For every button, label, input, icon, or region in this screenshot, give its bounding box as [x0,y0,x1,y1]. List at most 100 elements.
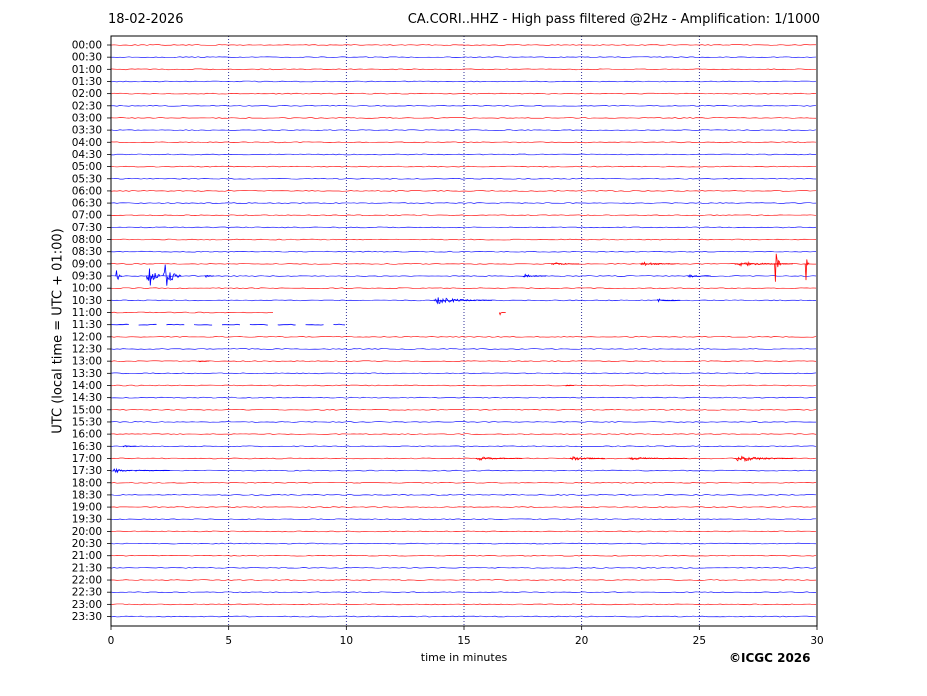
y-tick-label-0100: 01:00 [72,64,102,76]
trace-1600 [110,433,817,435]
y-tick-label-2100: 21:00 [72,550,102,562]
y-tick-label-2000: 20:00 [72,526,102,538]
x-tick-label-15: 15 [457,635,470,647]
trace-2100 [110,554,817,557]
y-tick-label-0500: 05:00 [72,161,102,173]
trace-1930 [110,518,817,521]
x-tick-label-5: 5 [225,635,232,647]
trace-0830 [110,250,817,253]
y-tick-label-1930: 19:30 [72,514,102,526]
y-tick-label-2130: 21:30 [72,562,102,574]
seismic-event-1700-20 [734,455,794,463]
trace-0500 [110,165,816,168]
y-tick-label-0900: 09:00 [72,258,102,270]
y-tick-label-0830: 08:30 [72,246,102,258]
x-tick-label-20: 20 [575,635,588,647]
y-tick-label-2330: 23:30 [72,611,102,623]
trace-1130 [110,323,346,326]
trace-0230 [110,104,817,107]
trace-1100 [110,311,274,314]
y-tick-label-0130: 01:30 [72,76,102,88]
y-tick-label-0930: 09:30 [72,271,102,283]
seismic-event-0930-5 [115,270,123,281]
seismic-event-1630-16 [122,445,137,448]
y-tick-label-0230: 02:30 [72,100,102,112]
trace-1800 [110,481,817,484]
trace-2300 [110,603,817,606]
y-tick-label-0630: 06:30 [72,198,102,210]
seismic-event-0930-8 [204,274,214,278]
y-axis-label: UTC (local time = UTC + 01:00) [50,228,66,434]
y-tick-label-1400: 14:00 [72,380,102,392]
trace-0530 [110,177,817,180]
trace-0000 [110,44,817,46]
seismic-event-0900-3 [774,253,782,282]
seismic-event-1730-22 [134,469,170,472]
x-tick-label-30: 30 [810,635,823,647]
y-tick-label-1100: 11:00 [72,307,102,319]
trace-0300 [110,117,817,119]
y-tick-label-0530: 05:30 [72,173,102,185]
seismic-event-1700-18 [569,455,606,461]
seismic-event-1030-11 [433,297,492,305]
chart-title: CA.CORI..HHZ - High pass filtered @2Hz -… [407,12,820,27]
chart-date: 18-02-2026 [108,12,184,27]
y-tick-label-0000: 00:00 [72,40,102,52]
trace-0800 [110,238,817,241]
trace-0330 [110,129,817,131]
trace-0100 [110,68,817,71]
y-tick-label-0700: 07:00 [72,210,102,222]
y-tick-label-1230: 12:30 [72,344,102,356]
y-tick-label-1500: 15:00 [72,404,102,416]
y-tick-label-0030: 00:30 [72,52,102,64]
trace-2130 [110,567,817,569]
y-tick-label-0800: 08:00 [72,234,102,246]
trace-1030 [110,299,817,302]
x-axis-label: time in minutes [420,651,508,664]
trace-2000 [110,530,817,533]
y-tick-label-2030: 20:30 [72,538,102,550]
trace-1000 [110,287,817,290]
trace-1430 [110,396,817,399]
trace-1300 [110,360,817,363]
y-tick-label-0730: 07:30 [72,222,102,234]
y-tick-label-0400: 04:00 [72,137,102,149]
y-tick-label-1330: 13:30 [72,368,102,380]
y-tick-label-0330: 03:30 [72,125,102,137]
seismic-event-1400-15 [565,384,575,387]
trace-1500 [110,408,817,411]
trace-0900 [110,263,817,265]
y-tick-label-2300: 23:00 [72,599,102,611]
trace-0430 [110,153,817,156]
seismic-event-0930-6 [145,268,161,286]
trace-0400 [110,141,817,144]
seismic-event-1300-14 [198,360,210,363]
seismic-event-0930-7 [162,264,182,286]
trace-2230 [110,591,817,594]
trace-1700 [110,457,817,460]
y-tick-label-1900: 19:00 [72,502,102,514]
trace-1330 [110,372,817,375]
trace-2030 [110,542,817,545]
y-tick-label-1830: 18:30 [72,489,102,501]
copyright-text: ©ICGC 2026 [729,651,811,665]
y-tick-label-1800: 18:00 [72,477,102,489]
trace-0130 [110,80,817,83]
seismic-event-0930-9 [522,273,547,278]
seismic-event-1030-12 [656,298,681,303]
y-tick-label-0600: 06:00 [72,185,102,197]
seismic-event-1730-21 [113,467,132,474]
seismic-event-0900-1 [640,261,676,267]
x-tick-label-0: 0 [108,635,115,647]
seismic-event-0900-0 [550,262,580,265]
trace-2330 [110,615,817,618]
trace-1200 [110,336,817,338]
y-tick-label-2200: 22:00 [72,575,102,587]
seismic-event-0930-10 [687,273,711,278]
seismic-event-0900-2 [734,261,794,267]
y-tick-label-1130: 11:30 [72,319,102,331]
trace-0600 [110,190,817,192]
y-tick-label-1700: 17:00 [72,453,102,465]
y-tick-label-0430: 04:30 [72,149,102,161]
trace-1730 [110,469,817,472]
